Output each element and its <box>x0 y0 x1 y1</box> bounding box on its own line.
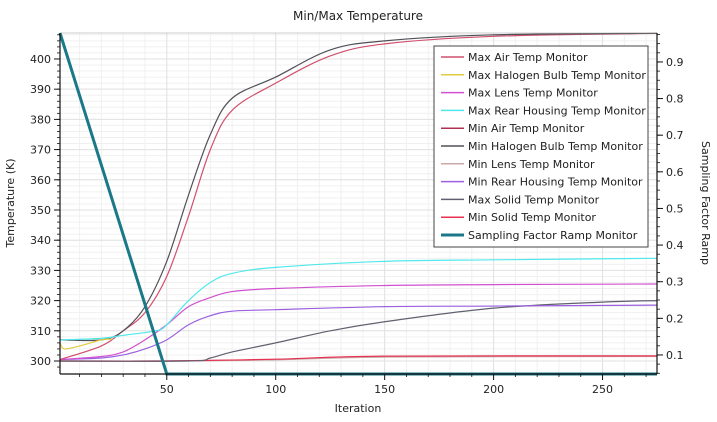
y-tick-label: 330 <box>30 264 51 277</box>
y2-tick-label: 0.3 <box>666 276 684 289</box>
series-line-min-lens-temp-monitor <box>59 355 658 362</box>
x-tick-label: 200 <box>483 383 504 396</box>
y-tick-label: 320 <box>30 295 51 308</box>
legend-label: Max Solid Temp Monitor <box>468 193 600 206</box>
legend-box <box>433 45 649 248</box>
series-line-max-lens-temp-monitor <box>59 283 658 361</box>
legend-label: Min Lens Temp Monitor <box>468 158 595 171</box>
y-tick-label: 380 <box>30 113 51 126</box>
y2-axis-label: Sampling Factor Ramp <box>699 141 712 265</box>
y2-tick-label: 0.4 <box>666 239 684 252</box>
legend-label: Min Halogen Bulb Temp Monitor <box>468 140 643 153</box>
legend-label: Max Rear Housing Temp Monitor <box>468 104 646 117</box>
legend-label: Min Solid Temp Monitor <box>468 211 596 224</box>
y-tick-label: 340 <box>30 234 51 247</box>
y-tick-label: 360 <box>30 174 51 187</box>
series-line-max-rear-housing-temp-monitor <box>59 257 658 341</box>
legend-label: Min Rear Housing Temp Monitor <box>468 176 643 189</box>
chart-title: Min/Max Temperature <box>293 9 423 23</box>
y-tick-label: 390 <box>30 83 51 96</box>
legend-label: Max Lens Temp Monitor <box>468 87 598 100</box>
series-line-min-halogen-bulb-temp-monitor <box>59 32 658 342</box>
legend-label: Max Halogen Bulb Temp Monitor <box>468 69 646 82</box>
x-tick-label: 150 <box>374 383 395 396</box>
y2-tick-label: 0.9 <box>666 56 684 69</box>
y-tick-label: 310 <box>30 325 51 338</box>
y2-tick-label: 0.8 <box>666 93 684 106</box>
y2-tick-label: 0.6 <box>666 166 684 179</box>
x-axis-label: Iteration <box>335 402 382 415</box>
legend-label: Sampling Factor Ramp Monitor <box>468 229 638 242</box>
y2-tick-label: 0.2 <box>666 312 684 325</box>
x-tick-label: 250 <box>592 383 613 396</box>
y-tick-label: 400 <box>30 53 51 66</box>
legend-label: Min Air Temp Monitor <box>468 122 585 135</box>
y-tick-label: 300 <box>30 355 51 368</box>
y2-tick-label: 0.1 <box>666 349 684 362</box>
legend: Max Air Temp Monitor Max Halogen Bulb Tem… <box>433 45 649 248</box>
x-tick-label: 50 <box>160 383 174 396</box>
y-tick-label: 350 <box>30 204 51 217</box>
series-line-max-solid-temp-monitor <box>59 300 658 362</box>
ticks: 300 310 320 330 340 350 360 370 380 390 400 50 100 15… <box>30 34 684 396</box>
series-line-min-rear-housing-temp-monitor <box>59 304 658 361</box>
x-tick-label: 100 <box>265 383 286 396</box>
series-line-max-halogen-bulb-temp-monitor <box>59 338 113 350</box>
y2-tick-label: 0.5 <box>666 202 684 215</box>
legend-label: Max Air Temp Monitor <box>468 51 588 64</box>
y-tick-label: 370 <box>30 144 51 157</box>
y2-tick-label: 0.7 <box>666 129 684 142</box>
y-axis-label: Temperature (K) <box>4 159 17 249</box>
